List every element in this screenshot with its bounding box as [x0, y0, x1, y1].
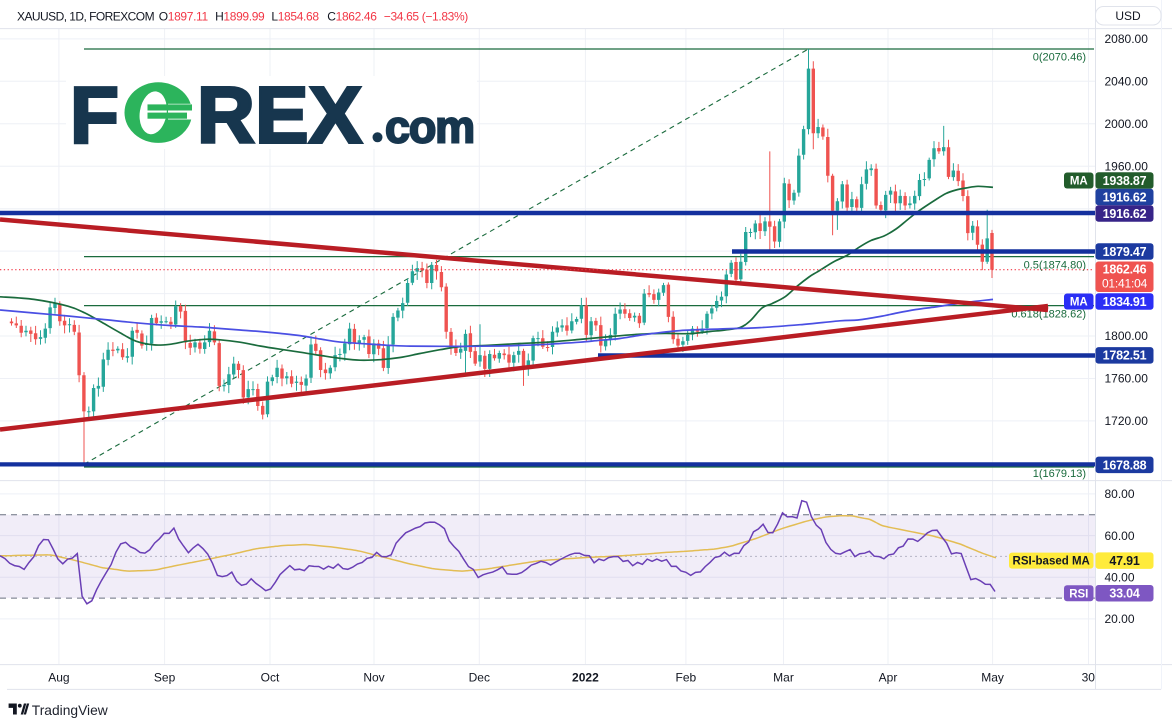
svg-text:F: F — [70, 71, 119, 160]
svg-text:1760.00: 1760.00 — [1105, 372, 1149, 386]
svg-text:1834.91: 1834.91 — [1103, 295, 1147, 309]
svg-text:Dec: Dec — [469, 671, 490, 685]
svg-text:Aug: Aug — [48, 671, 69, 685]
svg-text:1862.46: 1862.46 — [1103, 263, 1147, 277]
svg-text:0.5(1874.80): 0.5(1874.80) — [1024, 259, 1086, 271]
svg-text:MA: MA — [1070, 176, 1088, 188]
svg-text:1720.00: 1720.00 — [1105, 414, 1149, 428]
svg-text:2000.00: 2000.00 — [1105, 117, 1149, 131]
svg-text:47.91: 47.91 — [1109, 554, 1140, 568]
svg-text:1879.47: 1879.47 — [1103, 245, 1147, 259]
svg-text:1938.87: 1938.87 — [1103, 174, 1147, 188]
svg-text:0(2070.46): 0(2070.46) — [1033, 52, 1086, 64]
svg-text:RSI: RSI — [1069, 588, 1088, 600]
svg-text:60.00: 60.00 — [1105, 529, 1135, 543]
svg-text:TradingView: TradingView — [32, 703, 108, 718]
svg-text:Sep: Sep — [154, 671, 176, 685]
svg-text:1(1679.13): 1(1679.13) — [1033, 468, 1086, 480]
svg-text:2040.00: 2040.00 — [1105, 75, 1149, 89]
svg-text:O1897.11: O1897.11 — [159, 9, 209, 23]
svg-text:0.618(1828.62): 0.618(1828.62) — [1011, 308, 1086, 320]
svg-text:Feb: Feb — [676, 671, 697, 685]
svg-text:Nov: Nov — [363, 671, 384, 685]
svg-text:RSI-based MA: RSI-based MA — [1013, 556, 1090, 568]
svg-text:MA: MA — [1070, 297, 1088, 309]
svg-text:20.00: 20.00 — [1105, 612, 1135, 626]
svg-text:80.00: 80.00 — [1105, 487, 1135, 501]
svg-text:2022: 2022 — [572, 671, 599, 685]
svg-text:Mar: Mar — [773, 671, 794, 685]
svg-text:−34.65 (−1.83%): −34.65 (−1.83%) — [384, 9, 469, 23]
svg-text:com: com — [385, 102, 474, 153]
svg-text:Apr: Apr — [879, 671, 898, 685]
svg-text:01:41:04: 01:41:04 — [1102, 277, 1148, 291]
svg-text:30: 30 — [1082, 671, 1096, 685]
svg-text:C1862.46: C1862.46 — [327, 9, 377, 23]
svg-text:1678.88: 1678.88 — [1103, 458, 1147, 472]
svg-text:Oct: Oct — [261, 671, 280, 685]
svg-text:40.00: 40.00 — [1105, 570, 1135, 584]
svg-text:33.04: 33.04 — [1109, 587, 1140, 601]
svg-text:1916.62: 1916.62 — [1103, 207, 1147, 221]
svg-text:REX: REX — [197, 71, 362, 160]
svg-text:1800.00: 1800.00 — [1105, 329, 1149, 343]
svg-text:1960.00: 1960.00 — [1105, 159, 1149, 173]
svg-text:H1899.99: H1899.99 — [215, 9, 265, 23]
svg-text:USD: USD — [1115, 9, 1141, 23]
svg-text:XAUUSD, 1D, FOREXCOM: XAUUSD, 1D, FOREXCOM — [17, 9, 155, 23]
svg-text:1782.51: 1782.51 — [1103, 349, 1147, 363]
svg-text:L1854.68: L1854.68 — [271, 9, 319, 23]
svg-text:1916.62: 1916.62 — [1103, 190, 1147, 204]
svg-text:May: May — [981, 671, 1004, 685]
svg-text:2080.00: 2080.00 — [1105, 32, 1149, 46]
